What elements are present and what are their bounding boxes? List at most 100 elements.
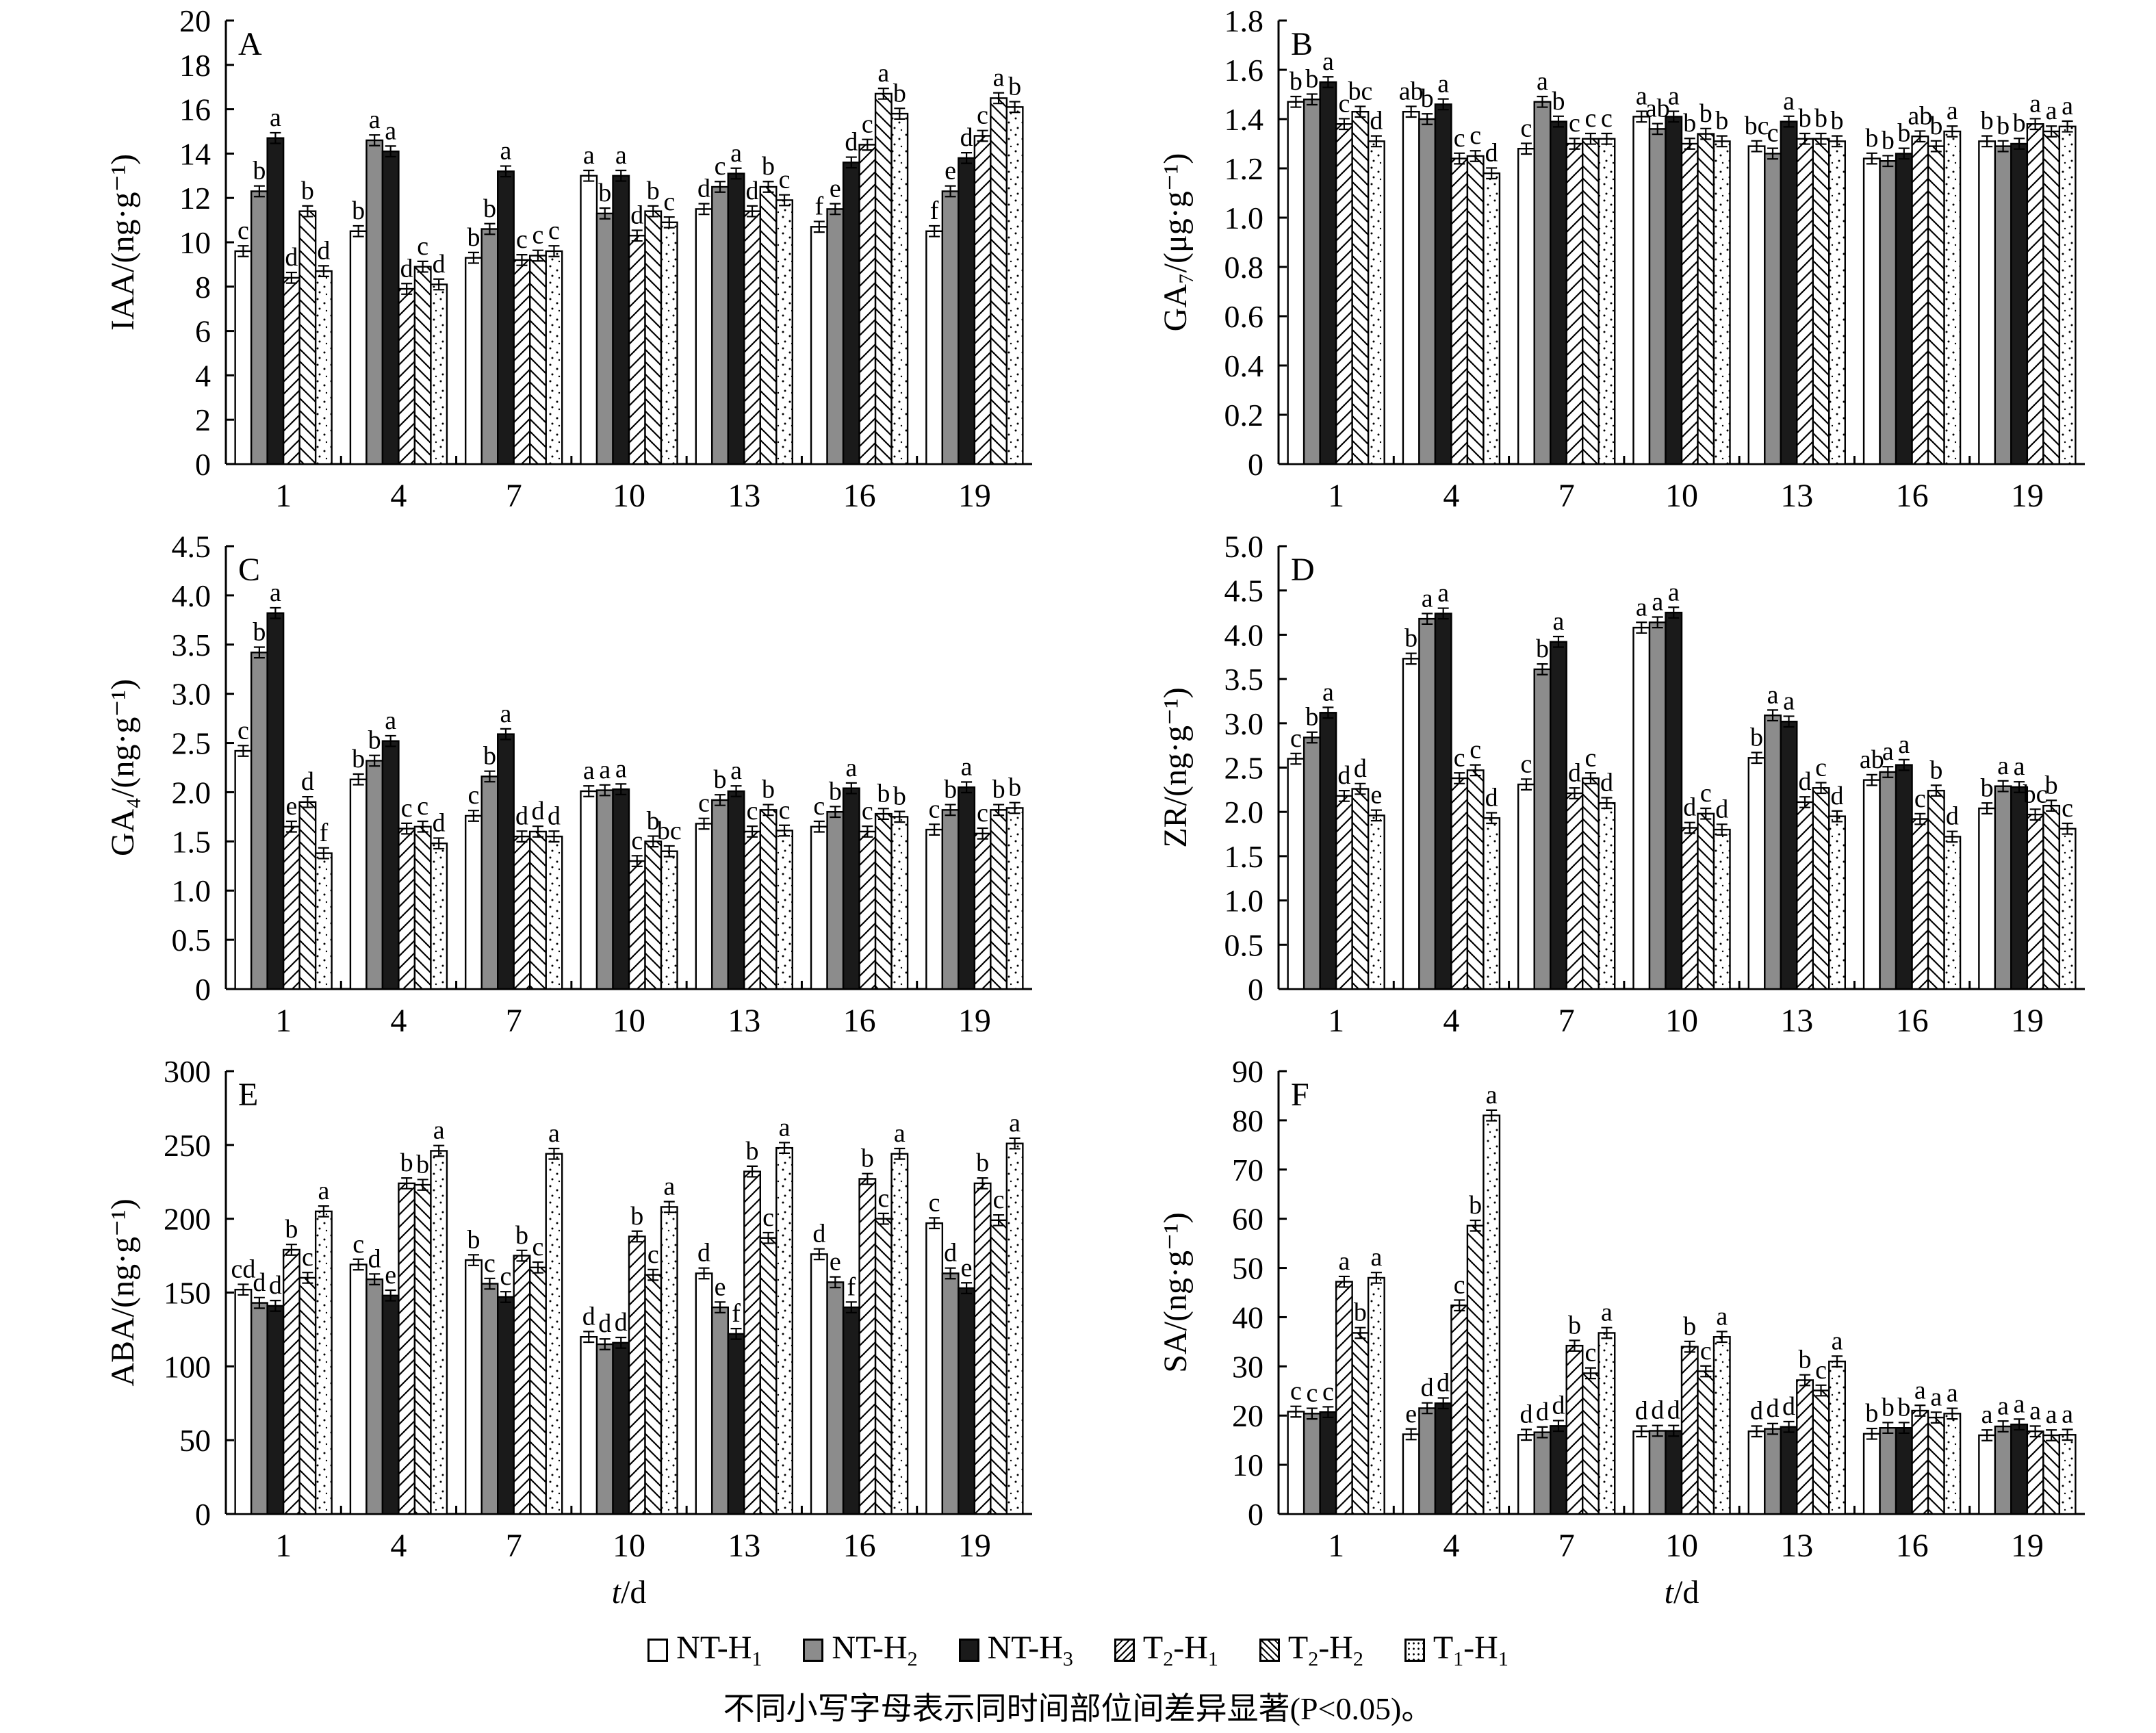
sig-letter: b [1865, 1399, 1878, 1428]
bar [1402, 110, 1420, 465]
bar [775, 199, 793, 465]
y-tick-label: 0 [1248, 447, 1263, 482]
sig-letter: c [532, 1233, 544, 1261]
bar [1450, 157, 1469, 465]
sig-letter: a [1668, 82, 1680, 111]
bar [1927, 1416, 1945, 1515]
bar [1895, 1426, 1913, 1515]
bar [1697, 133, 1715, 465]
sig-letter: b [467, 1225, 480, 1254]
footnote: 不同小写字母表示同时间部位间差异显著(P<0.05)。 [0, 1684, 2156, 1729]
sig-letter: b [253, 157, 266, 185]
bar [1764, 153, 1782, 465]
sig-letter: b [483, 742, 496, 771]
sig-letter: b [253, 618, 266, 647]
bar [314, 270, 333, 465]
sig-letter: d [1750, 1396, 1763, 1425]
sig-letter: c [993, 1185, 1005, 1214]
y-tick-label: 1.0 [1224, 884, 1264, 919]
sig-letter: c [238, 216, 249, 245]
legend-swatch [1404, 1639, 1425, 1662]
bar [1597, 1332, 1616, 1515]
sig-letter: a [385, 706, 396, 735]
bar [743, 1170, 761, 1515]
sig-letter: b [944, 775, 957, 804]
sig-letter: d [1600, 768, 1613, 797]
sig-letter: c [417, 232, 428, 261]
sig-letter: a [2046, 1400, 2057, 1429]
x-tick-label: 4 [1443, 1003, 1459, 1039]
x-tick-label: 10 [1665, 1528, 1698, 1564]
bar [1697, 1370, 1715, 1515]
sig-letter: a [385, 116, 396, 145]
bar [990, 97, 1008, 465]
bar [775, 830, 793, 990]
bar [1747, 1430, 1766, 1515]
bar [1879, 159, 1897, 465]
sig-letter: a [2029, 1396, 2041, 1425]
y-tick-label: 30 [1232, 1349, 1263, 1384]
sig-letter: d [1519, 1400, 1532, 1428]
bar [1780, 721, 1798, 990]
bar [1597, 138, 1616, 465]
bar [826, 810, 845, 990]
y-tick-label: 70 [1232, 1153, 1263, 1188]
sig-letter: a [1636, 593, 1647, 621]
bar [1978, 140, 1997, 465]
sig-letter: c [1815, 1356, 1827, 1385]
sig-letter: d [1485, 783, 1498, 812]
sig-letter: a [1370, 1243, 1382, 1272]
sig-letter: b [1354, 1298, 1367, 1327]
y-tick-label: 1.6 [1224, 53, 1264, 88]
sig-letter: b [2013, 109, 2026, 138]
bar [250, 190, 268, 465]
x-tick-label: 7 [506, 1003, 522, 1039]
sig-letter: a [1537, 67, 1548, 96]
sig-letter: d [1635, 1396, 1648, 1425]
sig-letter: a [2029, 89, 2041, 118]
bar [925, 230, 944, 465]
sig-letter: b [877, 779, 890, 808]
bar [1466, 155, 1485, 465]
bar [1367, 140, 1385, 465]
bar [1879, 771, 1897, 990]
sig-letter: b [1008, 773, 1021, 802]
sig-letter: c [1569, 109, 1580, 138]
sig-letter: b [1814, 104, 1827, 133]
sig-letter: c [631, 826, 643, 855]
sig-letter: a [1668, 578, 1680, 606]
sig-letter: a [1783, 87, 1795, 116]
sig-letter: d [598, 1309, 611, 1338]
panel-letter: D [1291, 552, 1315, 588]
bar [1418, 1407, 1437, 1515]
bar [365, 760, 384, 990]
sig-letter: c [417, 792, 428, 821]
x-tick-label: 19 [958, 1003, 991, 1039]
sig-letter: c [1700, 779, 1712, 808]
bar [2010, 786, 2029, 990]
sig-letter: e [385, 1261, 396, 1289]
legend-item: T1-H1 [1404, 1629, 1509, 1671]
sig-letter: d [630, 201, 643, 230]
bar [2026, 813, 2044, 990]
sig-letter: b [1421, 84, 1434, 113]
bar [1911, 1409, 1929, 1515]
sig-letter: c [1521, 749, 1532, 778]
bar [1434, 1402, 1452, 1515]
bar [1302, 736, 1321, 990]
sig-letter: b [1981, 773, 1994, 802]
bar [365, 139, 384, 465]
legend-item: T2-H2 [1259, 1629, 1363, 1671]
bar [513, 1255, 531, 1515]
y-tick-label: 2 [195, 402, 211, 437]
sig-letter: d [1831, 782, 1844, 810]
sig-letter: f [732, 1299, 741, 1328]
y-tick-label: 0.2 [1224, 398, 1264, 433]
panel-letter: F [1291, 1077, 1309, 1113]
sig-letter: c [1470, 736, 1481, 765]
x-tick-label: 19 [2011, 1528, 2044, 1564]
y-tick-label: 4.5 [172, 529, 211, 564]
sig-letter: c [352, 1230, 364, 1259]
sig-letter: d [697, 1239, 710, 1268]
